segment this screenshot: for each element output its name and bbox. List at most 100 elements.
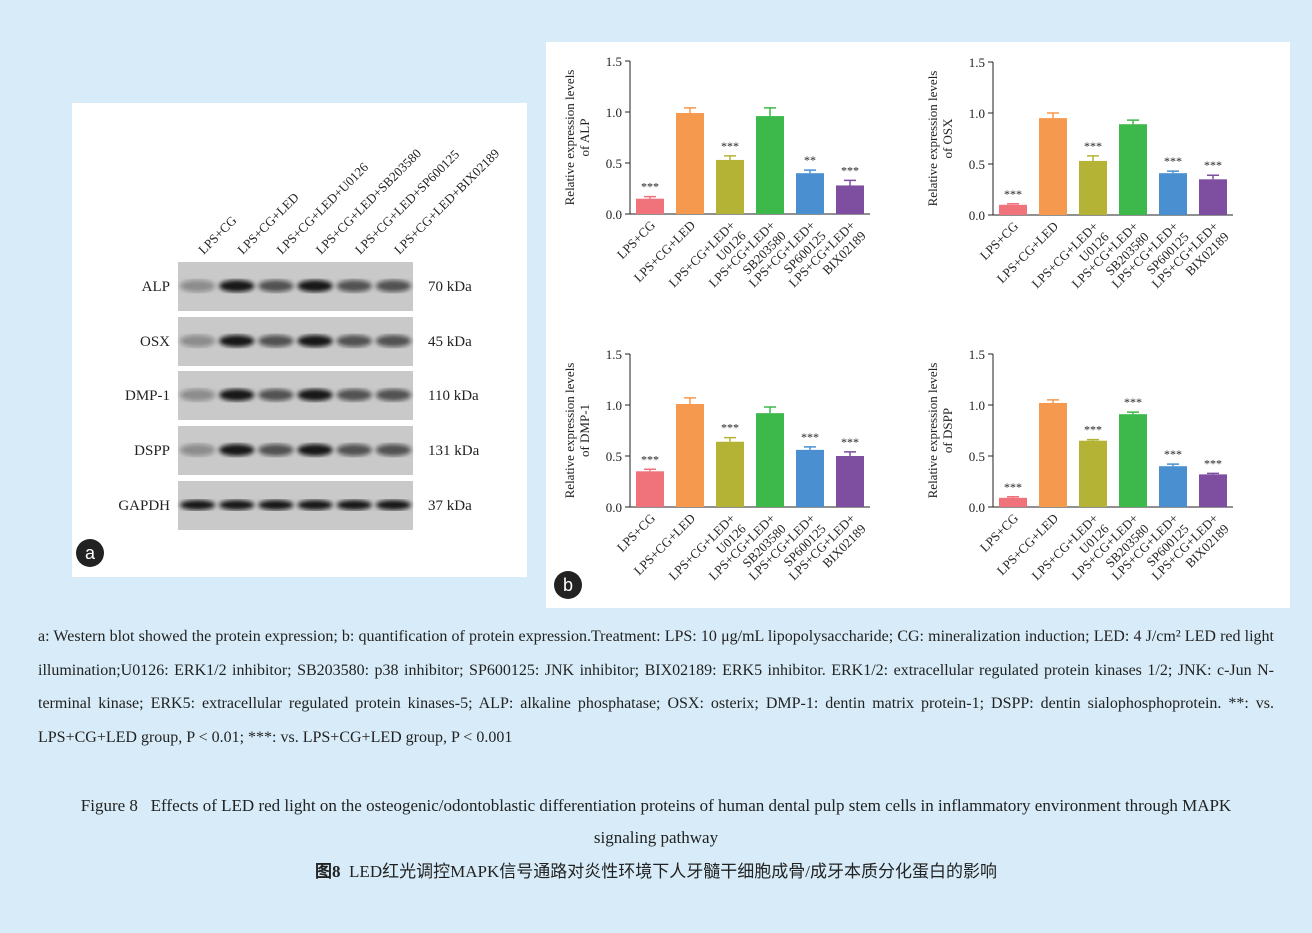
blot-band bbox=[180, 389, 215, 401]
y-tick-label: 0.0 bbox=[969, 208, 985, 223]
significance: *** bbox=[1164, 154, 1182, 168]
bar bbox=[836, 456, 864, 507]
bar bbox=[1079, 441, 1107, 507]
blot-band bbox=[297, 389, 332, 401]
blot-band bbox=[180, 335, 215, 347]
significance: ** bbox=[804, 153, 816, 167]
bar bbox=[1159, 173, 1187, 215]
blot-band bbox=[376, 444, 411, 456]
blot-band bbox=[180, 444, 215, 456]
blot-band bbox=[297, 500, 332, 510]
y-tick-label: 1.5 bbox=[969, 55, 985, 70]
panel-letter: b bbox=[563, 575, 573, 595]
blot-band bbox=[297, 444, 332, 456]
significance: *** bbox=[641, 452, 659, 466]
y-tick-label: 1.0 bbox=[969, 106, 985, 121]
significance: *** bbox=[721, 421, 739, 435]
significance: *** bbox=[1124, 395, 1142, 409]
blot-band bbox=[219, 335, 254, 347]
significance: *** bbox=[721, 139, 739, 153]
blot-band bbox=[376, 280, 411, 292]
protein-size: 45 kDa bbox=[428, 334, 472, 350]
blot-band bbox=[219, 280, 254, 292]
y-tick-label: 0.5 bbox=[606, 449, 622, 464]
significance: *** bbox=[801, 430, 819, 444]
significance: *** bbox=[1004, 480, 1022, 494]
blot-band bbox=[219, 389, 254, 401]
y-tick-label: 1.0 bbox=[606, 398, 622, 413]
significance: *** bbox=[841, 163, 859, 177]
protein-label: GAPDH bbox=[118, 498, 170, 514]
blot-band bbox=[258, 389, 293, 401]
figure-title: Effects of LED red light on the osteogen… bbox=[151, 796, 1232, 847]
bar bbox=[796, 450, 824, 507]
blot-band bbox=[180, 500, 215, 510]
page: a b LPS+CGLPS+CG+LEDLPS+CG+LED+U0126LPS+… bbox=[0, 0, 1312, 933]
blot-band bbox=[258, 500, 293, 510]
blot-band bbox=[219, 444, 254, 456]
blot-band bbox=[219, 500, 254, 510]
blot-band bbox=[258, 444, 293, 456]
significance: *** bbox=[1164, 447, 1182, 461]
y-tick-label: 0.0 bbox=[969, 500, 985, 515]
blot-band bbox=[337, 389, 372, 401]
significance: *** bbox=[1204, 158, 1222, 172]
figure-title-cn: 图8 LED红光调控MAPK信号通路对炎性环境下人牙髓干细胞成骨/成牙本质分化蛋… bbox=[60, 856, 1252, 888]
blot-band bbox=[337, 280, 372, 292]
bar bbox=[636, 199, 664, 214]
significance: *** bbox=[1004, 187, 1022, 201]
y-tick-label: 1.5 bbox=[969, 347, 985, 362]
y-tick-label: 0.5 bbox=[606, 156, 622, 171]
bar bbox=[796, 173, 824, 214]
panel-letter: a bbox=[85, 543, 96, 563]
significance: *** bbox=[841, 435, 859, 449]
y-tick-label: 0.5 bbox=[969, 449, 985, 464]
bar bbox=[1079, 161, 1107, 215]
y-tick-label: 1.0 bbox=[969, 398, 985, 413]
blot-band bbox=[258, 335, 293, 347]
bar bbox=[836, 185, 864, 214]
y-tick-label: 0.0 bbox=[606, 207, 622, 222]
blot-band bbox=[297, 280, 332, 292]
protein-size: 131 kDa bbox=[428, 443, 480, 459]
bar bbox=[1039, 403, 1067, 507]
figure-title-en: Figure 8 Effects of LED red light on the… bbox=[60, 790, 1252, 854]
bar bbox=[676, 404, 704, 507]
blot-band bbox=[258, 280, 293, 292]
bar bbox=[716, 442, 744, 507]
protein-size: 110 kDa bbox=[428, 388, 479, 404]
bar bbox=[1199, 474, 1227, 507]
significance: *** bbox=[1204, 456, 1222, 470]
y-tick-label: 0.0 bbox=[606, 500, 622, 515]
bar bbox=[756, 413, 784, 507]
protein-size: 37 kDa bbox=[428, 498, 472, 514]
y-tick-label: 1.5 bbox=[606, 347, 622, 362]
blot-band bbox=[376, 335, 411, 347]
blot-band bbox=[297, 335, 332, 347]
protein-label: DMP-1 bbox=[125, 388, 170, 404]
significance: *** bbox=[1084, 423, 1102, 437]
blot-band bbox=[337, 500, 372, 510]
figure-title: LED红光调控MAPK信号通路对炎性环境下人牙髓干细胞成骨/成牙本质分化蛋白的影… bbox=[349, 862, 997, 881]
figure-label: 图8 bbox=[315, 862, 341, 881]
bar bbox=[1039, 118, 1067, 215]
significance: *** bbox=[641, 180, 659, 194]
bar bbox=[1119, 414, 1147, 507]
bar bbox=[636, 471, 664, 507]
caption-note: a: Western blot showed the protein expre… bbox=[38, 620, 1274, 755]
bar bbox=[1119, 124, 1147, 215]
y-tick-label: 1.0 bbox=[606, 105, 622, 120]
protein-label: DSPP bbox=[134, 443, 170, 459]
protein-size: 70 kDa bbox=[428, 279, 472, 295]
blot-band bbox=[376, 389, 411, 401]
bar bbox=[999, 205, 1027, 215]
figure: a b LPS+CGLPS+CG+LEDLPS+CG+LED+U0126LPS+… bbox=[0, 0, 1312, 610]
bar bbox=[716, 160, 744, 214]
bar bbox=[676, 113, 704, 214]
blot-band bbox=[337, 335, 372, 347]
y-tick-label: 0.5 bbox=[969, 157, 985, 172]
blot-band bbox=[180, 280, 215, 292]
bar bbox=[1199, 179, 1227, 215]
bar bbox=[1159, 466, 1187, 507]
blot-band bbox=[376, 500, 411, 510]
